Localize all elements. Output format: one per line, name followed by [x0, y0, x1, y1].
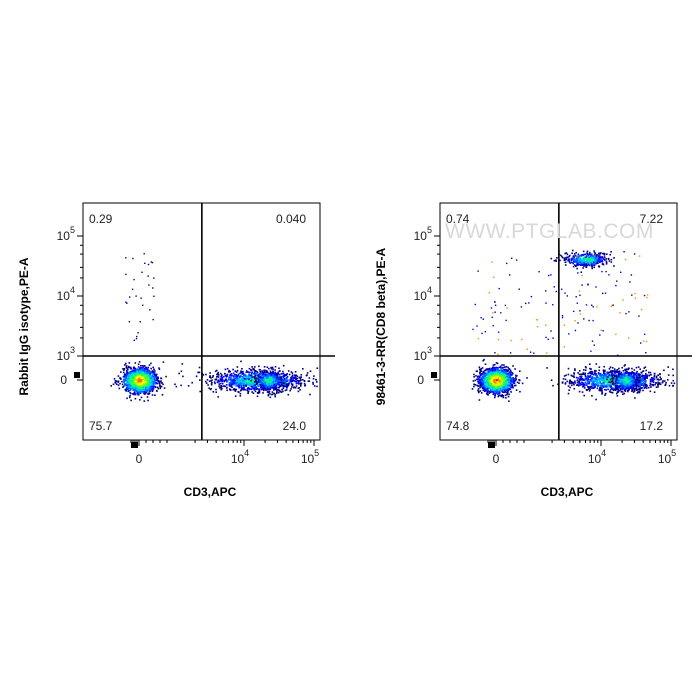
- population-0: [110, 361, 167, 402]
- population-band: [174, 360, 319, 399]
- y-axis-label: Rabbit IgG isotype,PE-A: [17, 257, 31, 395]
- x-tick-label: 104: [588, 448, 606, 466]
- event-dots: [471, 249, 677, 402]
- quadrant-label-upper-left: 0.74: [446, 212, 470, 226]
- y-zero-marker: [431, 372, 437, 378]
- population-1: [526, 363, 677, 401]
- y-tick-label: 105: [414, 225, 432, 243]
- y-axis-ticks: [77, 235, 83, 381]
- y-axis-ticks: [434, 235, 440, 381]
- flow-plot-cd8-beta: 0.74 7.22 74.8 17.2 0 104 105 0 103 104 105 CD3,APC…: [357, 195, 697, 505]
- quadrant-label-upper-right: 0.040: [276, 212, 306, 226]
- population-band: [526, 363, 677, 401]
- population-2: [550, 249, 615, 273]
- x-tick-label: 105: [301, 448, 319, 466]
- population-1: [174, 360, 319, 399]
- x-axis-label: CD3,APC: [541, 485, 594, 499]
- sparse-events: [125, 253, 155, 341]
- y-tick-label: 104: [57, 285, 75, 303]
- quadrant-label-lower-right: 17.2: [640, 419, 664, 433]
- population-0: [471, 358, 524, 402]
- y-tick-label: 103: [57, 345, 75, 363]
- x-tick-label: 105: [658, 448, 676, 466]
- event-dots: [110, 253, 319, 402]
- x-tick-label: 0: [493, 452, 500, 466]
- quadrant-label-upper-right: 7.22: [640, 212, 664, 226]
- x-tick-label: 0: [136, 452, 143, 466]
- quadrant-label-upper-left: 0.29: [89, 212, 113, 226]
- y-tick-label: 103: [414, 345, 432, 363]
- y-tick-label: 104: [414, 285, 432, 303]
- y-axis-label: 98461-3-RR(CD8 beta),PE-A: [374, 247, 388, 405]
- y-zero-marker: [74, 372, 80, 378]
- zero-marker: [488, 442, 495, 448]
- x-tick-label: 104: [231, 448, 249, 466]
- zero-marker: [131, 442, 138, 448]
- flow-plot-isotype: 0.29 0.040 75.7 24.0 0 104 105 0 103 104 105 CD3,AP…: [0, 195, 340, 505]
- quadrant-label-lower-left: 75.7: [89, 419, 113, 433]
- y-tick-label: 0: [417, 373, 424, 387]
- quadrant-label-lower-left: 74.8: [446, 419, 470, 433]
- x-axis-ticks: [130, 440, 315, 446]
- watermark: WWW.PTGLAB.COM: [445, 220, 654, 243]
- y-tick-label: 105: [57, 225, 75, 243]
- y-tick-label: 0: [60, 373, 67, 387]
- flow-plot-cd8-beta-svg: 0.74 7.22 74.8 17.2 0 104 105 0 103 104 105 CD3,APC…: [374, 202, 692, 499]
- quadrant-label-lower-right: 24.0: [283, 419, 307, 433]
- x-axis-label: CD3,APC: [184, 485, 237, 499]
- sparse-events: [472, 250, 649, 356]
- flow-plot-isotype-svg: 0.29 0.040 75.7 24.0 0 104 105 0 103 104 105 CD3,AP…: [17, 202, 335, 499]
- x-axis-ticks: [487, 440, 672, 446]
